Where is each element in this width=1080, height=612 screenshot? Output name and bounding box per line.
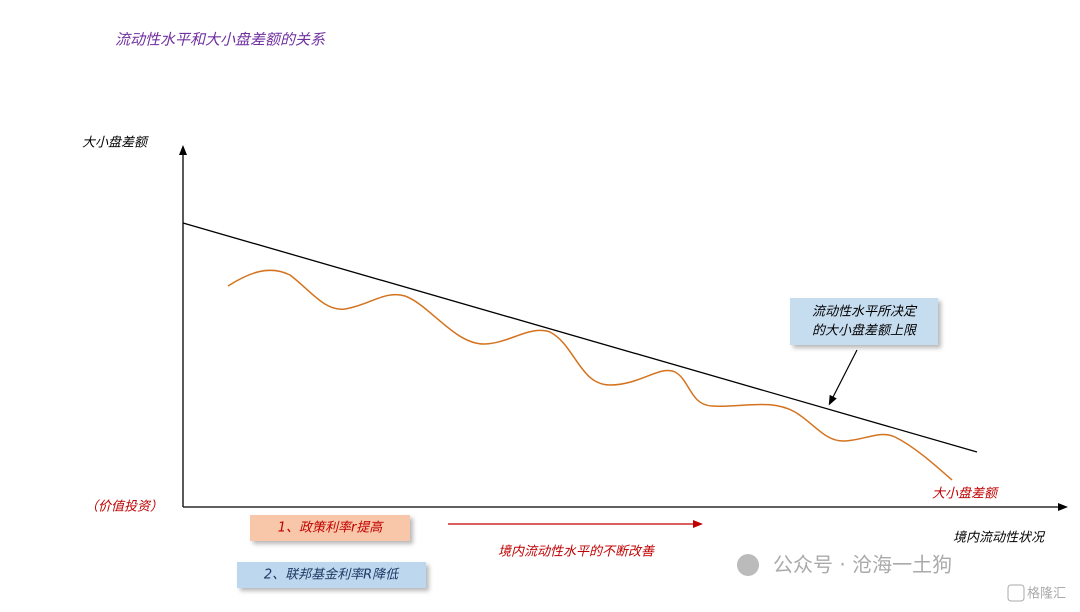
callout-box bbox=[790, 298, 938, 345]
watermark-icon bbox=[737, 554, 759, 576]
y-axis-note: （价值投资） bbox=[85, 499, 163, 515]
box bbox=[250, 515, 410, 541]
curve-label: 大小盘差额 bbox=[932, 486, 999, 502]
upper-limit-line bbox=[182, 222, 978, 453]
spread-curve bbox=[227, 269, 953, 481]
watermark-logo-icon bbox=[1007, 584, 1025, 602]
watermark-text: 公众号 · 沧海一土狗 bbox=[773, 553, 952, 577]
title: 流动性水平和大小盘差额的关系 bbox=[115, 31, 326, 49]
box-text: 2、联邦基金利率R降低 bbox=[264, 567, 400, 583]
callout-arrow bbox=[828, 349, 858, 406]
x-axis-label: 境内流动性状况 bbox=[953, 531, 1046, 546]
y-axis-label: 大小盘差额 bbox=[82, 135, 149, 151]
box bbox=[237, 562, 426, 588]
callout-text: 流动性水平所决定 bbox=[812, 304, 918, 320]
arrow-label: 境内流动性水平的不断改善 bbox=[498, 545, 655, 560]
box-text: 1、政策利率r提高 bbox=[278, 520, 385, 536]
callout-text: 的大小盘差额上限 bbox=[812, 323, 918, 339]
watermark-logo: 格隆汇 bbox=[1027, 586, 1066, 602]
